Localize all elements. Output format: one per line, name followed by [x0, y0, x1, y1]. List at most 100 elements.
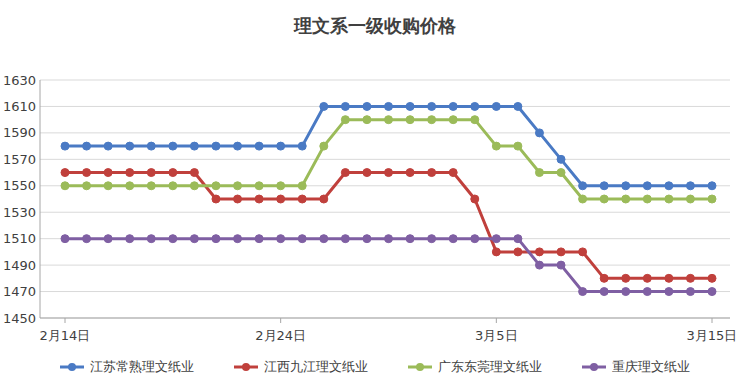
series-marker	[298, 235, 306, 243]
legend-marker	[416, 363, 424, 371]
series-marker	[406, 235, 414, 243]
series-marker	[298, 195, 306, 203]
series-marker	[428, 102, 436, 110]
series-marker	[147, 235, 155, 243]
y-tick-label: 1610	[3, 99, 36, 114]
series-marker	[708, 274, 716, 282]
series-marker	[147, 182, 155, 190]
y-tick-label: 1510	[3, 231, 36, 246]
series-marker	[277, 182, 285, 190]
x-tick	[280, 318, 281, 323]
y-tick-label: 1630	[3, 73, 36, 88]
series-marker	[83, 169, 91, 177]
legend-label: 重庆理文纸业	[612, 359, 690, 374]
series-marker	[579, 288, 587, 296]
series-marker	[320, 102, 328, 110]
legend-item: 江苏常熟理文纸业	[60, 359, 194, 374]
y-axis	[40, 80, 41, 318]
legend-label: 广东东莞理文纸业	[438, 359, 542, 374]
series-marker	[471, 235, 479, 243]
series-marker	[169, 235, 177, 243]
series-marker	[406, 169, 414, 177]
series-marker	[126, 235, 134, 243]
grid-line	[40, 212, 730, 213]
series-marker	[341, 235, 349, 243]
plot-area	[61, 102, 716, 295]
series-marker	[622, 182, 630, 190]
y-tick-label: 1530	[3, 205, 36, 220]
series-marker	[190, 235, 198, 243]
series-marker	[190, 169, 198, 177]
series-marker	[686, 182, 694, 190]
series-marker	[61, 235, 69, 243]
series-marker	[320, 142, 328, 150]
series-marker	[643, 182, 651, 190]
series-marker	[428, 169, 436, 177]
series-marker	[298, 182, 306, 190]
y-tick-label: 1550	[3, 178, 36, 193]
series-marker	[320, 235, 328, 243]
series-marker	[234, 195, 242, 203]
x-tick-label: 2月24日	[255, 328, 306, 343]
series-marker	[255, 142, 263, 150]
legend-item: 广东东莞理文纸业	[408, 359, 542, 374]
grid-line	[40, 318, 730, 319]
y-tick-label: 1570	[3, 152, 36, 167]
series-marker	[686, 288, 694, 296]
series-marker	[449, 116, 457, 124]
series-marker	[622, 195, 630, 203]
legend-marker	[590, 363, 598, 371]
series-marker	[406, 116, 414, 124]
y-tick-label: 1470	[3, 284, 36, 299]
series-marker	[557, 248, 565, 256]
series-marker	[341, 116, 349, 124]
series-marker	[277, 142, 285, 150]
series-marker	[277, 235, 285, 243]
series-marker	[535, 248, 543, 256]
series-marker	[708, 288, 716, 296]
series-marker	[83, 142, 91, 150]
series-marker	[341, 169, 349, 177]
series-marker	[212, 235, 220, 243]
series-marker	[190, 142, 198, 150]
series-marker	[514, 102, 522, 110]
series-marker	[600, 274, 608, 282]
series-marker	[492, 102, 500, 110]
series-marker	[255, 195, 263, 203]
series-marker	[492, 248, 500, 256]
legend-marker	[242, 363, 250, 371]
series-marker	[643, 195, 651, 203]
series-marker	[363, 116, 371, 124]
series-marker	[492, 142, 500, 150]
series-marker	[83, 182, 91, 190]
y-tick-label: 1490	[3, 258, 36, 273]
series-marker	[535, 129, 543, 137]
series-marker	[492, 235, 500, 243]
series-marker	[471, 195, 479, 203]
x-tick-label: 2月14日	[40, 328, 91, 343]
series-marker	[212, 195, 220, 203]
grid-line	[40, 132, 730, 133]
series-marker	[255, 182, 263, 190]
series-marker	[643, 274, 651, 282]
series-marker	[600, 182, 608, 190]
series-marker	[514, 235, 522, 243]
series-marker	[643, 288, 651, 296]
series-marker	[169, 142, 177, 150]
grid-line	[40, 265, 730, 266]
series-marker	[665, 182, 673, 190]
series-marker	[104, 182, 112, 190]
series-marker	[708, 195, 716, 203]
x-tick	[496, 318, 497, 323]
series-marker	[341, 102, 349, 110]
series-marker	[514, 142, 522, 150]
series-marker	[234, 182, 242, 190]
legend-marker	[68, 363, 76, 371]
legend-label: 江苏常熟理文纸业	[90, 359, 194, 374]
series-marker	[708, 182, 716, 190]
x-tick-label: 3月5日	[475, 328, 518, 343]
y-tick-label: 1590	[3, 125, 36, 140]
series-marker	[449, 102, 457, 110]
legend: 江苏常熟理文纸业江西九江理文纸业广东东莞理文纸业重庆理文纸业	[60, 359, 690, 374]
series-marker	[471, 116, 479, 124]
